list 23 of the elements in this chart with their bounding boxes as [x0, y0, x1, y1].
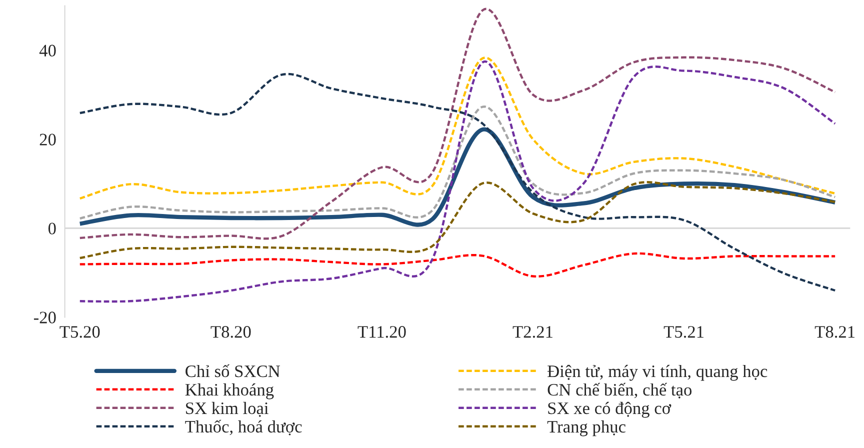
line-series	[78, 106, 836, 220]
legend-label: SX xe có động cơ	[548, 402, 672, 418]
x-tick-label: T5.21	[664, 326, 704, 338]
legend-label: Khai khoáng	[185, 383, 274, 400]
legend-label: Chỉ số SXCN	[186, 364, 280, 378]
line-series	[78, 56, 836, 200]
y-tick-label: 0	[48, 222, 56, 234]
line-series	[78, 252, 836, 278]
legend-label: SX kim loại	[186, 402, 268, 417]
legend-label: Thuốc, hoá dược	[185, 420, 302, 436]
y-tick-label: 20	[40, 134, 56, 146]
x-tick-label: T8.21	[814, 326, 855, 338]
x-tick-label: T2.21	[512, 326, 552, 338]
x-tick-label: T5.20	[60, 326, 100, 338]
x-tick-label: T8.20	[210, 326, 251, 338]
y-tick-label: -20	[34, 312, 56, 324]
legend-label: CN chế biến, chế tạo	[548, 382, 692, 398]
line-series	[78, 181, 836, 260]
legend-label: Điện tử, máy vi tính, quang học	[548, 364, 768, 381]
x-tick-label: T11.20	[358, 326, 406, 338]
legend-label: Trang phục	[547, 420, 626, 436]
y-tick-label: 40	[39, 44, 56, 56]
line-series	[78, 8, 836, 240]
